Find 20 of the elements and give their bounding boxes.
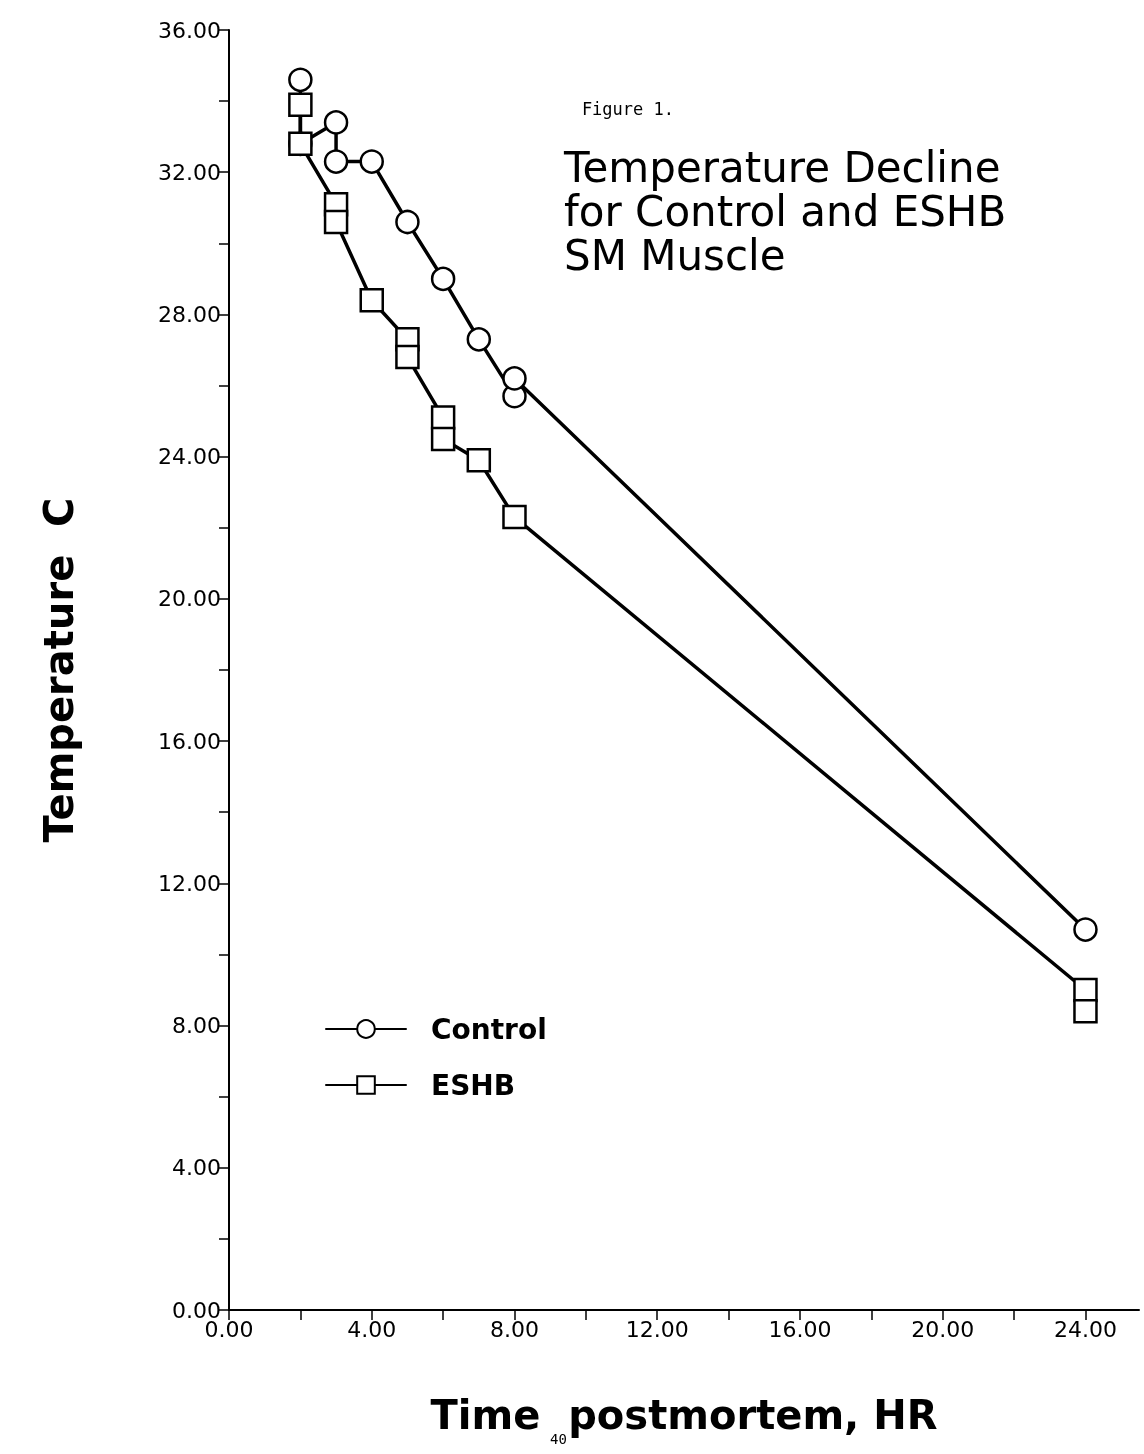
- text: Temperature Decline for Control and ESHB SM Muscle: [563, 142, 1020, 280]
- x-tick-label: 24.00: [1053, 1316, 1117, 1342]
- y-tick-label: 24.00: [158, 444, 221, 470]
- y-tick-label: 12.00: [158, 870, 221, 896]
- annotation: Figure 1.: [581, 98, 675, 119]
- x-tick-label: 4.00: [347, 1316, 397, 1342]
- x-tick-label: 16.00: [768, 1316, 832, 1342]
- legend-label: Control: [431, 1012, 547, 1046]
- y-axis-title: Temperature C: [36, 497, 82, 843]
- x-tick-label: 8.00: [490, 1316, 539, 1342]
- y-tick-label: 36.00: [158, 17, 221, 43]
- x-tick-label: 20.00: [911, 1316, 975, 1342]
- y-tick-label: 20.00: [158, 586, 221, 612]
- x-tick-label: 12.00: [625, 1316, 689, 1342]
- legend-label: ESHB: [431, 1068, 516, 1102]
- y-tick-label: 28.00: [158, 301, 221, 327]
- y-tick-label: 16.00: [158, 728, 221, 754]
- y-tick-label: 4.00: [172, 1155, 221, 1181]
- y-tick-label: 32.00: [158, 159, 221, 185]
- y-tick-label: 8.00: [172, 1013, 221, 1039]
